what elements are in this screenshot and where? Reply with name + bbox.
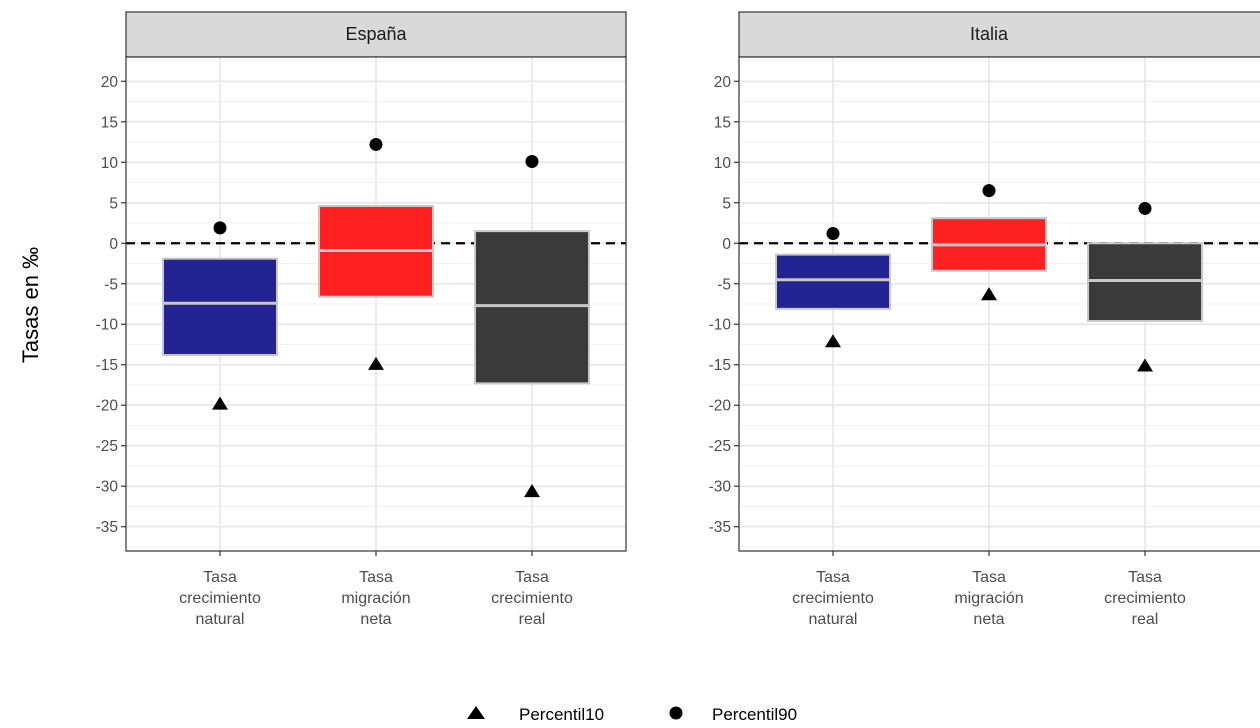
x-tick-label: Tasa bbox=[1128, 569, 1162, 586]
y-tick-label: -30 bbox=[709, 479, 732, 496]
y-tick-label: 10 bbox=[101, 155, 119, 172]
x-tick-label: crecimiento bbox=[179, 590, 261, 607]
x-tick-label: real bbox=[519, 611, 546, 628]
p10-point bbox=[212, 396, 228, 410]
legend-label-p10: Percentil10 bbox=[519, 705, 604, 724]
y-tick-label: 10 bbox=[714, 155, 732, 172]
x-tick-label: neta bbox=[973, 611, 1004, 628]
y-tick-label: -20 bbox=[709, 398, 732, 415]
x-tick-label: real bbox=[1132, 611, 1159, 628]
legend-triangle-key bbox=[467, 706, 485, 719]
legend-label-p90: Percentil90 bbox=[712, 705, 797, 724]
crossbar-box bbox=[474, 230, 590, 385]
y-tick-label: -25 bbox=[96, 438, 118, 455]
y-tick-label: -35 bbox=[96, 519, 118, 536]
facet-title: España bbox=[345, 24, 407, 44]
p10-point bbox=[1137, 358, 1153, 372]
p90-point bbox=[1138, 201, 1152, 215]
p90-point bbox=[982, 184, 996, 198]
x-tick-label: neta bbox=[360, 611, 391, 628]
legend: Percentil10 Percentil90 bbox=[467, 705, 797, 724]
y-tick-label: 15 bbox=[101, 114, 118, 131]
crossbar-box bbox=[162, 257, 278, 357]
x-tick-label: Tasa bbox=[515, 569, 549, 586]
p90-point bbox=[369, 137, 383, 151]
x-tick-label: Tasa bbox=[359, 569, 393, 586]
y-tick-label: 5 bbox=[722, 195, 731, 212]
y-tick-label: -25 bbox=[709, 438, 731, 455]
legend-circle-key bbox=[669, 706, 683, 720]
y-tick-label: 0 bbox=[722, 236, 731, 253]
x-tick-label: migración bbox=[341, 590, 410, 607]
x-tick-label: Tasa bbox=[203, 569, 237, 586]
y-tick-label: 15 bbox=[714, 114, 731, 131]
crossbar-box bbox=[1087, 242, 1203, 323]
p90-point bbox=[213, 221, 227, 235]
y-tick-label: -30 bbox=[96, 479, 119, 496]
y-tick-label: -20 bbox=[96, 398, 119, 415]
y-tick-label: 0 bbox=[109, 236, 118, 253]
panel-italia: Italia 20 15 10 5 0 -5 -10 -15 -20 -25 -30 -35 Tasa cr… bbox=[709, 11, 1260, 628]
y-tick-label: -10 bbox=[96, 317, 119, 334]
y-axis-label: Tasas en ‰ bbox=[18, 247, 43, 363]
x-tick-label: Tasa bbox=[972, 569, 1006, 586]
y-tick-label: -5 bbox=[104, 276, 118, 293]
x-tick-label: crecimiento bbox=[491, 590, 573, 607]
x-tick-label: Tasa bbox=[816, 569, 850, 586]
y-tick-label: 20 bbox=[714, 74, 732, 91]
p10-point bbox=[368, 356, 384, 370]
y-tick-label: -15 bbox=[709, 357, 731, 374]
y-tick-label: -15 bbox=[96, 357, 118, 374]
x-tick-label: natural bbox=[809, 611, 858, 628]
x-tick-label: migración bbox=[954, 590, 1023, 607]
facet-title: Italia bbox=[970, 24, 1009, 44]
facet-panels: España 20 15 10 5 0 -5 -10 -15 -20 -25 -30 -35 Tasa cr… bbox=[96, 11, 1260, 628]
x-tick-label: crecimiento bbox=[1104, 590, 1186, 607]
y-tick-label: 5 bbox=[109, 195, 118, 212]
p10-point bbox=[981, 287, 997, 301]
facet-strip bbox=[125, 11, 627, 58]
crossbar-box bbox=[775, 253, 891, 310]
y-tick-label: -10 bbox=[709, 317, 732, 334]
facet-strip bbox=[738, 11, 1260, 58]
p10-point bbox=[524, 484, 540, 498]
panel-border bbox=[738, 56, 1260, 552]
p10-point bbox=[825, 334, 841, 348]
y-tick-label: 20 bbox=[101, 74, 119, 91]
y-tick-label: -35 bbox=[709, 519, 731, 536]
x-tick-label: natural bbox=[196, 611, 245, 628]
panel-espana: España 20 15 10 5 0 -5 -10 -15 -20 -25 -30 -35 Tasa cr… bbox=[96, 11, 627, 628]
x-tick-label: crecimiento bbox=[792, 590, 874, 607]
p90-point bbox=[826, 227, 840, 241]
p90-point bbox=[525, 154, 539, 168]
y-tick-label: -5 bbox=[717, 276, 731, 293]
